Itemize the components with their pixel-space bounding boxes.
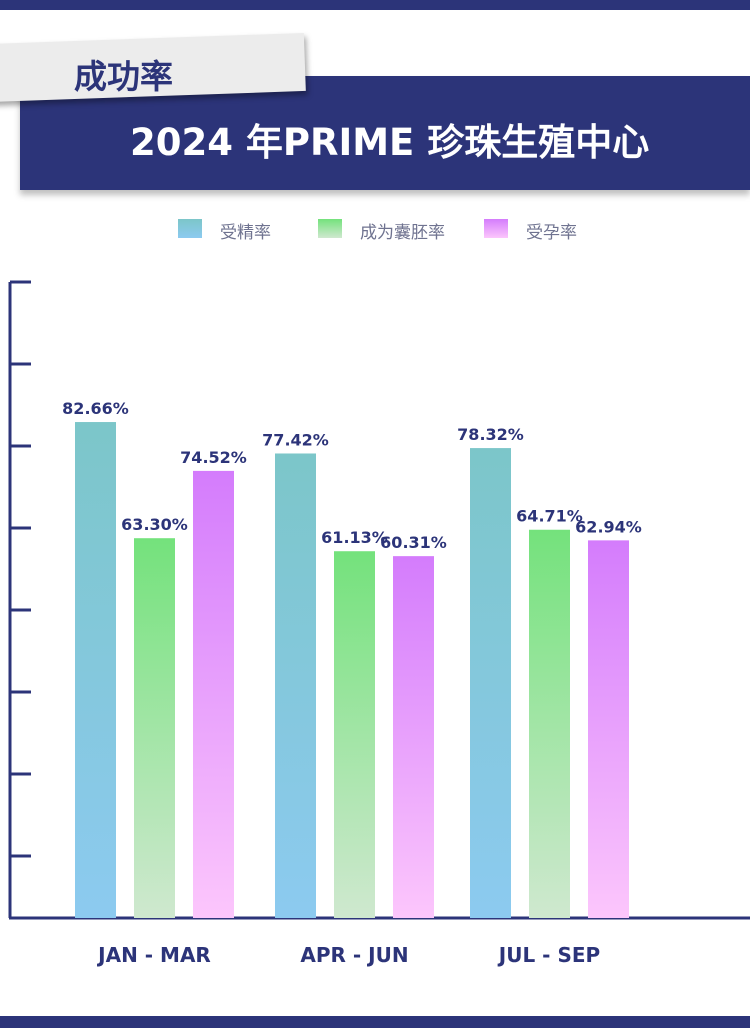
bar-chart: 82.66% 77.42% 78.32% 63.30% 61.13% 64.71% 74.5… [8,280,750,967]
data-label: 63.30% [121,515,188,534]
legend-label-pregnancy: 受孕率 [526,223,577,243]
bar-1-2 [275,453,316,918]
tag-label: 成功率 [74,57,173,96]
data-label: 74.52% [180,448,247,467]
bar-2-3 [529,529,570,918]
top-border-bar [0,0,750,10]
bar-2-1 [134,538,175,918]
data-label: 62.94% [575,517,642,536]
legend-swatch-blastocyst [318,219,342,238]
data-label: 61.13% [321,528,388,547]
bar-1-1 [75,422,116,918]
bar-3-2 [393,556,434,918]
data-label: 64.71% [516,507,583,526]
bar-3-3 [588,540,629,918]
category-label: JAN - MAR [96,943,211,967]
data-label: 77.42% [262,430,329,449]
chart-legend: 受精率 成为囊胚率 受孕率 [0,216,750,243]
data-label: 82.66% [62,399,129,418]
data-label: 60.31% [380,533,447,552]
page-title: 2024 年PRIME 珍珠生殖中心 [130,121,650,164]
data-label: 78.32% [457,425,524,444]
bar-2-2 [334,551,375,918]
legend-swatch-fertilization [178,219,202,238]
category-label: APR - JUN [300,943,408,967]
category-label: JUL - SEP [497,943,600,967]
bar-1-3 [470,448,511,918]
legend-swatch-pregnancy [484,219,508,238]
legend-label-blastocyst: 成为囊胚率 [360,223,445,243]
legend-label-fertilization: 受精率 [220,223,271,243]
bar-3-1 [193,470,234,918]
bottom-border-bar [0,1016,750,1028]
